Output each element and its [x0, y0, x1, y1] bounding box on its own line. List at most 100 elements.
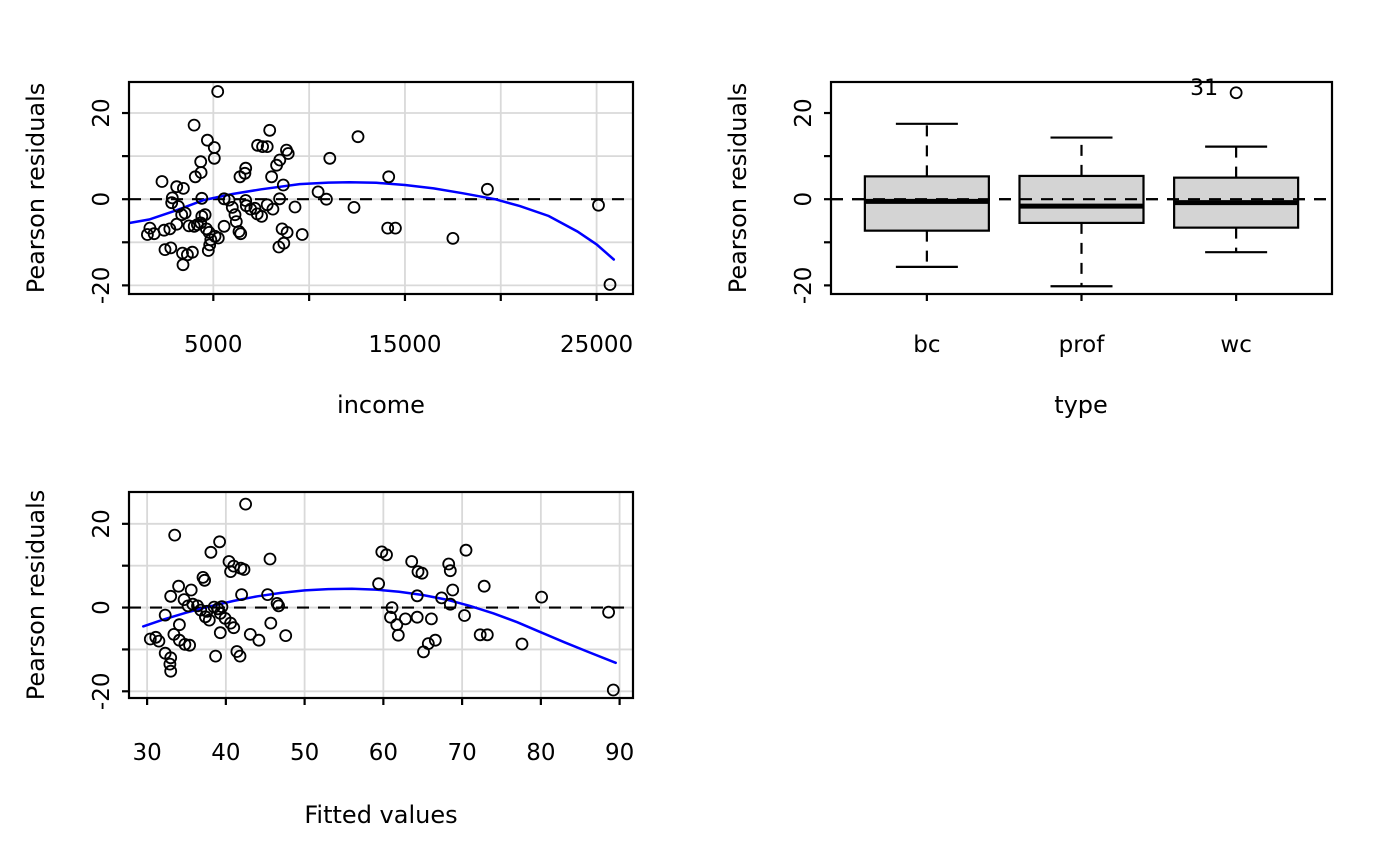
data-point — [446, 231, 460, 245]
data-point — [239, 497, 253, 511]
data-point — [237, 563, 251, 576]
data-point — [152, 634, 166, 648]
data-point — [143, 632, 157, 646]
x-tick-label: 70 — [447, 740, 476, 766]
y-tick-label: -20 — [791, 267, 817, 305]
data-point — [207, 151, 221, 165]
outlier-point — [1229, 86, 1243, 100]
data-point — [602, 605, 615, 619]
data-point — [178, 638, 192, 651]
data-point — [319, 192, 333, 206]
data-point — [415, 566, 429, 580]
data-point — [323, 151, 337, 165]
data-point — [428, 633, 442, 647]
data-point — [204, 545, 218, 559]
panel-income-vs-residuals: -20 0 20 5000 15000 25000 — [89, 80, 635, 358]
x-tick-label: 90 — [605, 740, 634, 766]
data-point — [398, 612, 412, 626]
data-point — [251, 138, 265, 152]
data-point — [172, 618, 186, 632]
data-point — [224, 565, 238, 578]
data-point — [201, 244, 215, 257]
data-point — [209, 649, 223, 663]
y-axis-title-fitted-panel: Pearson residuals — [22, 490, 50, 701]
y-tick-label: -20 — [89, 267, 115, 305]
data-point — [410, 589, 424, 603]
data-point — [288, 200, 302, 214]
data-point — [239, 161, 253, 175]
data-point — [266, 202, 280, 216]
data-point — [198, 610, 212, 624]
data-point — [234, 227, 248, 241]
data-point — [181, 599, 195, 613]
x-tick-label: 60 — [369, 740, 398, 766]
data-point — [164, 589, 178, 603]
data-point — [184, 583, 198, 597]
data-point — [158, 608, 172, 622]
data-point — [200, 133, 214, 147]
plot-border — [127, 80, 635, 296]
data-point — [311, 185, 325, 199]
data-point — [213, 626, 227, 640]
data-point — [276, 178, 290, 192]
data-point — [228, 208, 242, 222]
data-point — [171, 200, 185, 213]
data-point — [233, 649, 247, 663]
data-point — [163, 657, 177, 671]
data-point — [175, 208, 189, 222]
data-point — [233, 170, 247, 184]
data-point — [217, 192, 231, 206]
plot-border — [829, 80, 1334, 296]
data-point — [385, 601, 399, 614]
y-tick-label: 20 — [89, 98, 115, 127]
data-point — [272, 240, 286, 254]
data-point — [270, 158, 284, 172]
data-point — [232, 225, 246, 238]
y-tick-label: -20 — [89, 673, 115, 711]
smooth-curve — [128, 180, 616, 261]
data-point — [140, 228, 154, 241]
data-point — [443, 564, 457, 578]
y-tick-label: 0 — [89, 192, 115, 207]
data-point — [149, 630, 163, 644]
x-tick-label: 80 — [526, 740, 555, 766]
data-point — [424, 612, 438, 626]
data-point — [194, 155, 208, 169]
data-point — [165, 191, 179, 205]
data-point — [211, 231, 225, 245]
data-point — [592, 198, 605, 212]
panel-type-vs-residuals: -20 0 20 bc prof wc 31 — [791, 76, 1334, 358]
y-tick-label: 20 — [791, 98, 817, 127]
data-point — [183, 638, 197, 652]
plot-border — [127, 490, 635, 700]
data-point — [443, 597, 457, 611]
data-point — [187, 219, 201, 233]
data-point — [203, 238, 217, 252]
data-point — [435, 591, 449, 605]
x-axis-title-income: income — [337, 391, 425, 419]
data-point — [200, 604, 214, 618]
data-point — [281, 147, 295, 160]
data-point — [170, 180, 184, 194]
data-point — [168, 528, 182, 542]
data-point — [176, 258, 190, 272]
data-point — [164, 241, 178, 255]
data-point — [279, 629, 293, 642]
outlier-label: 31 — [1190, 76, 1218, 101]
data-point — [165, 196, 179, 210]
y-axis-title-income-panel: Pearson residuals — [22, 83, 50, 294]
data-point — [515, 637, 529, 651]
data-point — [207, 141, 221, 154]
data-point — [261, 588, 275, 601]
data-point — [198, 573, 212, 587]
data-point — [235, 588, 249, 601]
data-point — [155, 175, 169, 188]
data-point — [252, 633, 266, 647]
data-point — [390, 618, 404, 632]
x-axis-title-type: type — [1054, 391, 1108, 419]
data-point — [380, 548, 393, 562]
data-point — [199, 222, 213, 236]
data-point — [213, 535, 227, 549]
